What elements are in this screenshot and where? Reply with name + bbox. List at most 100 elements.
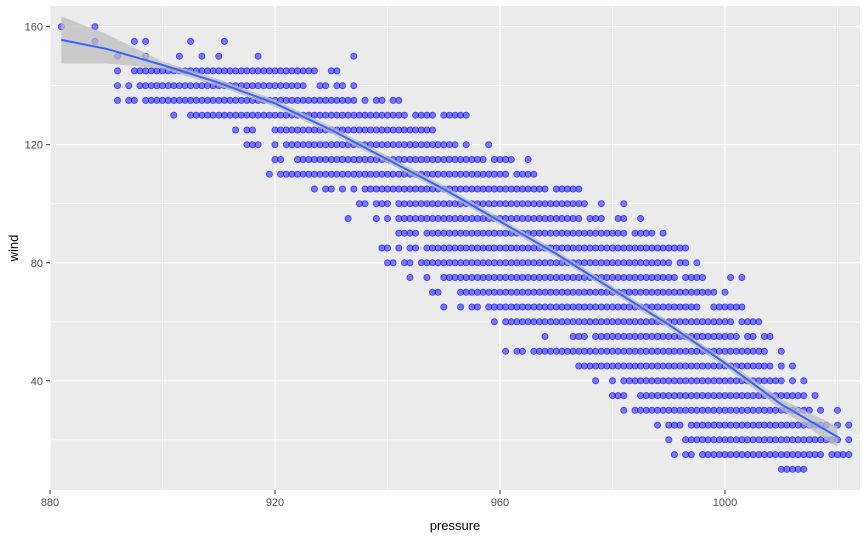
data-point	[789, 362, 797, 370]
data-point	[659, 259, 667, 267]
data-point	[434, 200, 442, 208]
data-point	[265, 170, 273, 178]
data-point	[699, 273, 707, 281]
data-point	[434, 259, 442, 267]
data-point	[727, 436, 735, 444]
data-point	[637, 318, 645, 326]
data-point	[704, 332, 712, 340]
data-point	[620, 200, 628, 208]
data-point	[738, 303, 746, 311]
data-point	[434, 170, 442, 178]
data-point	[637, 259, 645, 267]
data-point	[580, 332, 588, 340]
data-point	[659, 347, 667, 355]
data-point	[727, 406, 735, 414]
data-point	[322, 96, 330, 104]
data-point	[637, 332, 645, 340]
data-point	[114, 67, 122, 75]
data-point	[547, 200, 555, 208]
data-point	[187, 96, 195, 104]
data-point	[794, 392, 802, 400]
data-point	[485, 303, 493, 311]
data-point	[114, 82, 122, 90]
data-point	[344, 126, 352, 134]
data-point	[502, 347, 510, 355]
data-point	[502, 318, 510, 326]
data-point	[749, 436, 757, 444]
data-point	[524, 273, 532, 281]
data-point	[789, 377, 797, 385]
data-point	[434, 244, 442, 252]
data-point	[344, 155, 352, 163]
data-point	[209, 96, 217, 104]
data-point	[485, 244, 493, 252]
data-point	[502, 155, 510, 163]
data-point	[670, 273, 678, 281]
data-point	[485, 200, 493, 208]
data-point	[389, 126, 397, 134]
data-point	[175, 52, 183, 60]
data-point	[406, 273, 414, 281]
data-point	[682, 451, 690, 459]
data-point	[727, 303, 735, 311]
data-point	[333, 67, 341, 75]
data-point	[693, 303, 701, 311]
data-point	[777, 347, 785, 355]
data-point	[749, 421, 757, 429]
data-point	[524, 170, 532, 178]
x-tick-label: 1000	[713, 497, 737, 509]
data-point	[344, 170, 352, 178]
data-point	[524, 200, 532, 208]
data-point	[738, 273, 746, 281]
data-point	[614, 303, 622, 311]
data-point	[580, 200, 588, 208]
data-point	[130, 37, 138, 45]
data-point	[592, 214, 600, 222]
data-point	[209, 67, 217, 75]
data-point	[609, 377, 617, 385]
data-point	[383, 214, 391, 222]
data-point	[524, 185, 532, 193]
data-point	[569, 288, 577, 296]
data-point	[428, 126, 436, 134]
data-point	[299, 141, 307, 149]
data-point	[834, 406, 842, 414]
y-tick-label: 80	[31, 258, 43, 270]
data-point	[727, 392, 735, 400]
data-point	[248, 126, 256, 134]
data-point	[620, 392, 628, 400]
data-point	[704, 406, 712, 414]
data-point	[845, 451, 853, 459]
data-point	[547, 347, 555, 355]
data-point	[412, 141, 420, 149]
data-point	[682, 362, 690, 370]
data-point	[434, 155, 442, 163]
data-point	[659, 288, 667, 296]
data-point	[682, 347, 690, 355]
data-point	[794, 451, 802, 459]
data-point	[232, 111, 240, 119]
data-point	[507, 155, 515, 163]
data-point	[659, 377, 667, 385]
data-point	[524, 259, 532, 267]
data-point	[344, 214, 352, 222]
data-point	[592, 318, 600, 326]
x-tick-label: 960	[491, 497, 509, 509]
data-point	[772, 451, 780, 459]
data-point	[327, 185, 335, 193]
data-point	[277, 170, 285, 178]
data-point	[817, 451, 825, 459]
y-tick-label: 160	[25, 22, 43, 34]
data-point	[125, 82, 133, 90]
data-point	[490, 318, 498, 326]
data-point	[367, 170, 375, 178]
data-point	[817, 436, 825, 444]
data-point	[277, 82, 285, 90]
data-point	[524, 303, 532, 311]
data-point	[727, 377, 735, 385]
data-point	[367, 126, 375, 134]
data-point	[637, 347, 645, 355]
data-point	[502, 303, 510, 311]
data-point	[721, 288, 729, 296]
data-point	[400, 111, 408, 119]
